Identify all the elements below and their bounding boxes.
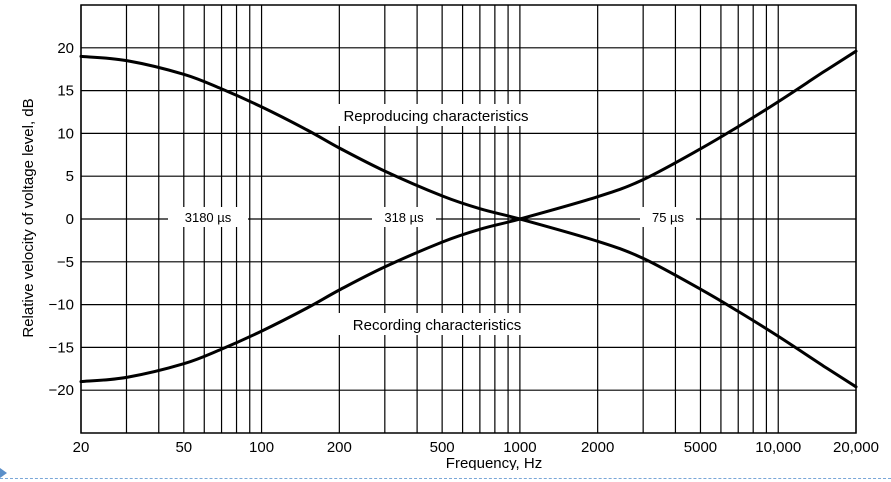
page-divider xyxy=(0,478,891,479)
y-tick-label: 10 xyxy=(57,125,74,142)
y-tick-label: 0 xyxy=(66,211,74,228)
plot-frame xyxy=(80,4,857,434)
x-tick-label: 10,000 xyxy=(755,439,801,456)
x-tick-label: 100 xyxy=(249,439,274,456)
series-layer xyxy=(79,49,858,389)
x-tick-label: 5000 xyxy=(684,439,717,456)
x-axis-label: Frequency, Hz xyxy=(446,455,542,470)
annotation-layer: 3180 µs 318 µs 75 µs xyxy=(168,207,696,227)
x-tick-label: 2000 xyxy=(581,439,614,456)
annotation-318-bg xyxy=(372,207,436,227)
x-tick-label: 20 xyxy=(73,439,90,456)
x-tick-label: 1000 xyxy=(503,439,536,456)
series-label-reproducing: Reproducing characteristics xyxy=(343,108,528,125)
series-label-recording: Recording characteristics xyxy=(353,317,521,334)
recording-curve xyxy=(79,49,858,384)
y-tick-label: −15 xyxy=(49,339,74,356)
y-tick-label: 5 xyxy=(66,168,74,185)
recording-label-bg xyxy=(327,313,547,335)
annotation-318: 318 µs xyxy=(384,210,424,225)
x-tick-label: 50 xyxy=(175,439,192,456)
x-tick-label: 20,000 xyxy=(833,439,879,456)
y-axis-label: Relative velocity of voltage level, dB xyxy=(20,98,37,337)
play-marker-icon xyxy=(0,468,7,478)
tick-layer: 20 50 100 200 500 1000 2000 5000 10,000 20,000201… xyxy=(49,40,879,456)
y-tick-label: 20 xyxy=(57,40,74,57)
annotation-3180: 3180 µs xyxy=(185,210,232,225)
y-tick-label: −5 xyxy=(57,254,74,271)
annotation-75-bg xyxy=(640,207,696,227)
grid-layer xyxy=(80,5,857,433)
chart-svg: 20 50 100 200 500 1000 2000 5000 10,000 20,000201… xyxy=(20,4,879,470)
y-tick-label: −20 xyxy=(49,382,74,399)
reproducing-curve xyxy=(79,54,858,389)
annotation-3180-bg xyxy=(168,207,248,227)
series-label-layer: Reproducing characteristics Recording ch… xyxy=(318,104,553,335)
y-tick-label: 15 xyxy=(57,83,74,100)
x-tick-label: 200 xyxy=(327,439,352,456)
x-tick-label: 500 xyxy=(430,439,455,456)
annotation-75: 75 µs xyxy=(652,210,685,225)
y-tick-label: −10 xyxy=(49,297,74,314)
reproducing-label-bg xyxy=(318,104,553,126)
